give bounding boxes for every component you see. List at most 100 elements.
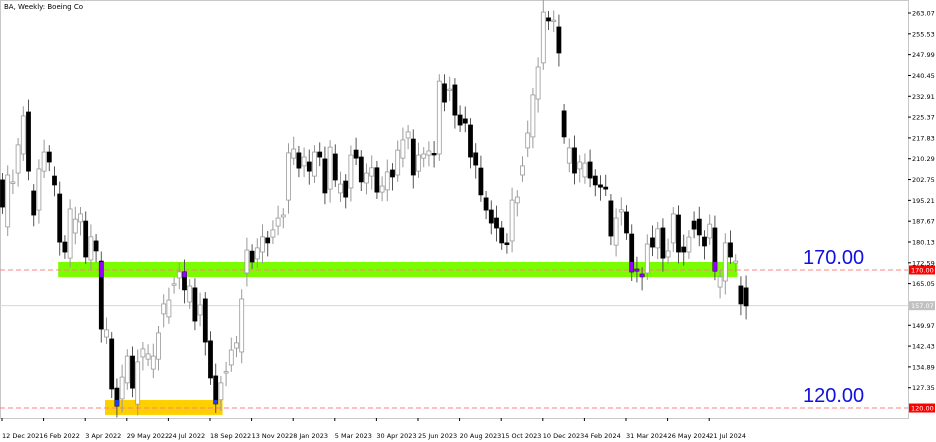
candle bbox=[72, 206, 78, 245]
candle-body bbox=[114, 387, 120, 407]
candle-body bbox=[686, 236, 692, 253]
candle bbox=[166, 287, 172, 324]
candle bbox=[665, 238, 671, 264]
candle bbox=[301, 147, 307, 178]
candle-body bbox=[41, 151, 47, 172]
candle bbox=[234, 335, 239, 358]
candle bbox=[332, 144, 338, 187]
zone-touch-marker bbox=[634, 269, 639, 272]
candle bbox=[275, 205, 281, 236]
candle bbox=[582, 153, 588, 184]
candle bbox=[598, 175, 603, 201]
candle bbox=[161, 294, 167, 328]
candle bbox=[660, 218, 666, 272]
price-tick-label: 149.97 bbox=[912, 322, 935, 330]
candle-body bbox=[707, 223, 713, 239]
candle bbox=[436, 74, 442, 161]
candle-body bbox=[244, 249, 250, 274]
candle-body bbox=[676, 214, 681, 253]
candle bbox=[514, 190, 520, 217]
candle bbox=[400, 127, 406, 168]
candle bbox=[312, 145, 317, 183]
candle-body bbox=[301, 156, 307, 167]
candle-body bbox=[343, 180, 349, 198]
candle-body bbox=[452, 84, 458, 116]
candle bbox=[10, 169, 16, 195]
candle bbox=[208, 331, 213, 385]
candle-body bbox=[234, 342, 239, 349]
candle bbox=[447, 76, 453, 101]
candle-body bbox=[592, 175, 598, 186]
candle-body bbox=[202, 298, 208, 343]
price-tick-label: 180.13 bbox=[912, 238, 935, 246]
candle-body bbox=[395, 149, 401, 176]
zone-touch-marker bbox=[712, 261, 717, 272]
candle-body bbox=[696, 218, 702, 236]
level-axis-badge bbox=[909, 265, 935, 275]
candle bbox=[384, 159, 390, 202]
candle-body bbox=[254, 247, 260, 260]
candle-body bbox=[436, 80, 442, 155]
candle bbox=[57, 181, 63, 256]
candle-body bbox=[317, 151, 323, 158]
candle-body bbox=[561, 110, 567, 138]
candle bbox=[244, 237, 250, 287]
candle bbox=[618, 197, 624, 226]
candle bbox=[468, 118, 473, 169]
candle-body bbox=[390, 169, 395, 178]
candle bbox=[286, 143, 291, 214]
candle-body bbox=[26, 111, 31, 172]
candle bbox=[130, 346, 135, 398]
price-tick-label: 142.43 bbox=[912, 343, 935, 351]
candle bbox=[306, 149, 312, 185]
price-tick-label: 247.99 bbox=[912, 51, 935, 59]
level-axis-badge bbox=[909, 403, 935, 413]
candle-body bbox=[83, 220, 89, 258]
candle-body bbox=[192, 287, 198, 322]
candle-body bbox=[150, 355, 156, 370]
candle-body bbox=[15, 144, 21, 174]
candle bbox=[317, 142, 323, 167]
price-tick-label: 232.91 bbox=[912, 93, 935, 101]
candle-body bbox=[598, 184, 603, 188]
candle-body bbox=[78, 213, 83, 223]
candle bbox=[296, 145, 302, 178]
date-tick-label: 12 Dec 2021 bbox=[2, 432, 44, 440]
candle-body bbox=[624, 211, 629, 234]
current-price-label: 157.07 bbox=[911, 302, 934, 310]
candle bbox=[379, 176, 385, 202]
candle bbox=[270, 220, 276, 245]
candle bbox=[348, 145, 354, 202]
candle bbox=[405, 125, 411, 150]
candle bbox=[46, 145, 52, 172]
candle-body bbox=[535, 66, 541, 100]
candle bbox=[364, 163, 369, 195]
candle-body bbox=[743, 287, 749, 307]
candle bbox=[738, 276, 744, 316]
candle bbox=[686, 230, 692, 259]
candle bbox=[26, 99, 31, 181]
date-tick-label: 24 Jul 2022 bbox=[168, 432, 205, 440]
level-text-label: 170.00 bbox=[803, 247, 864, 269]
candle-body bbox=[208, 340, 213, 379]
candle-body bbox=[681, 246, 687, 253]
date-tick-label: 10 Dec 2023 bbox=[543, 432, 585, 440]
candle-body bbox=[494, 217, 499, 229]
candle bbox=[52, 166, 57, 197]
candle bbox=[78, 207, 83, 236]
candle bbox=[707, 214, 713, 245]
price-tick-label: 263.07 bbox=[912, 10, 935, 18]
candle-body bbox=[161, 303, 167, 315]
candle bbox=[587, 149, 593, 188]
candle bbox=[488, 200, 494, 235]
candle bbox=[291, 136, 297, 166]
date-tick-label: 4 Feb 2024 bbox=[584, 432, 620, 440]
candle-body bbox=[566, 147, 572, 164]
candle bbox=[338, 171, 343, 203]
zone-touch-marker bbox=[182, 271, 187, 278]
date-tick-label: 25 Jun 2023 bbox=[418, 432, 457, 440]
candle bbox=[702, 230, 707, 260]
candle bbox=[499, 221, 505, 250]
candle-body bbox=[270, 229, 276, 238]
